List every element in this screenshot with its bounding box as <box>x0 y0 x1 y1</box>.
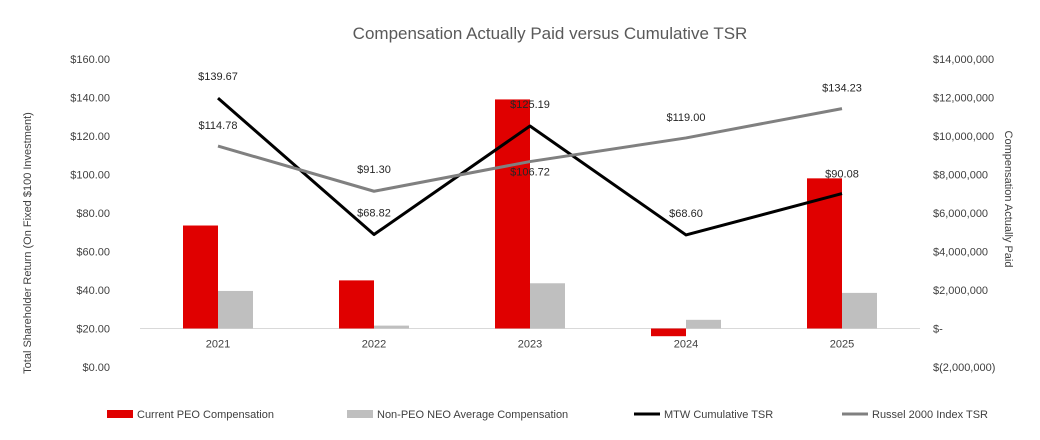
category-tick-label: 2022 <box>362 339 386 351</box>
mtw-tsr-data-label: $125.19 <box>510 99 550 111</box>
right-axis-tick-label: $8,000,000 <box>933 170 988 182</box>
peo-compensation-bar <box>495 99 530 329</box>
russell-tsr-data-label: $106.72 <box>510 167 550 179</box>
right-axis-tick-label: $4,000,000 <box>933 247 988 259</box>
right-axis-tick-label: $14,000,000 <box>933 54 994 66</box>
category-tick-label: 2025 <box>830 339 854 351</box>
mtw-tsr-data-label: $90.08 <box>825 169 859 181</box>
mtw-tsr-data-label: $68.60 <box>669 208 703 220</box>
left-axis-tick-label: $120.00 <box>70 131 110 143</box>
neo-compensation-bar <box>218 290 253 329</box>
left-axis-title: Total Shareholder Return (On Fixed $100 … <box>22 112 34 374</box>
neo-compensation-bar <box>842 292 877 329</box>
category-tick-label: 2021 <box>206 339 230 351</box>
mtw-tsr-data-label: $139.67 <box>198 71 238 83</box>
legend-mtw-label: MTW Cumulative TSR <box>664 409 773 421</box>
legend-peo-swatch <box>107 410 133 418</box>
peo-compensation-bar <box>807 178 842 329</box>
russell-tsr-data-label: $91.30 <box>357 164 391 176</box>
legend-neo-label: Non-PEO NEO Average Compensation <box>377 409 568 421</box>
russell-tsr-data-label: $119.00 <box>667 112 706 124</box>
right-axis-tick-label: $(2,000,000) <box>933 362 995 374</box>
legend-neo-swatch <box>347 410 373 418</box>
left-axis-tick-label: $20.00 <box>76 324 110 336</box>
legend-peo-label: Current PEO Compensation <box>137 409 274 421</box>
category-tick-label: 2024 <box>674 339 698 351</box>
right-axis-tick-label: $2,000,000 <box>933 285 988 297</box>
peo-compensation-bar <box>339 280 374 329</box>
right-axis-tick-label: $12,000,000 <box>933 93 994 105</box>
mtw-tsr-data-label: $68.82 <box>357 208 391 220</box>
right-axis-tick-label: $10,000,000 <box>933 131 994 143</box>
left-axis-tick-label: $60.00 <box>76 247 110 259</box>
legend-russell-label: Russel 2000 Index TSR <box>872 409 988 421</box>
neo-compensation-bar <box>374 325 409 329</box>
left-axis-tick-label: $100.00 <box>70 170 110 182</box>
russell-tsr-data-label: $114.78 <box>199 120 238 132</box>
peo-compensation-bar <box>183 225 218 329</box>
chart-title: Compensation Actually Paid versus Cumula… <box>353 24 748 43</box>
right-axis-title: Compensation Actually Paid <box>1002 131 1014 268</box>
neo-compensation-bar <box>530 283 565 329</box>
left-axis-tick-label: $0.00 <box>82 362 110 374</box>
category-tick-label: 2023 <box>518 339 542 351</box>
left-axis-tick-label: $160.00 <box>70 54 110 66</box>
left-axis-tick-label: $40.00 <box>76 285 110 297</box>
right-axis-tick-label: $- <box>933 324 943 336</box>
left-axis-tick-label: $140.00 <box>70 93 110 105</box>
russell-tsr-data-label: $134.23 <box>822 83 862 95</box>
neo-compensation-bar <box>686 319 721 329</box>
peo-compensation-bar <box>651 328 686 337</box>
right-axis-tick-label: $6,000,000 <box>933 208 988 220</box>
left-axis-tick-label: $80.00 <box>76 208 110 220</box>
